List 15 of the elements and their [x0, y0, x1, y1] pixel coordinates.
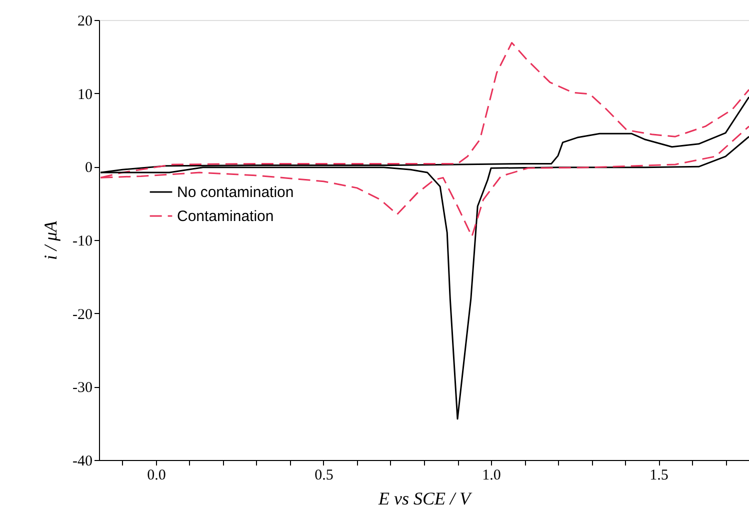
- legend-label: Contamination: [177, 208, 274, 225]
- x-tick-label: 1.5: [650, 468, 668, 484]
- y-tick-label: -40: [72, 454, 92, 470]
- y-tick-label: -30: [72, 380, 92, 396]
- x-tick-label: 0.5: [314, 468, 334, 484]
- x-tick-label: 0.0: [147, 468, 166, 484]
- y-axis-title: i / μA: [40, 220, 61, 260]
- y-tick-label: 10: [78, 86, 92, 103]
- x-tick-label: 1.0: [482, 468, 501, 484]
- y-tick-label: 0: [85, 160, 92, 176]
- y-tick-label: 20: [78, 14, 92, 30]
- y-tick-label: -10: [72, 234, 92, 250]
- y-tick-label: -20: [72, 306, 92, 323]
- x-axis-title: E vs SCE / V: [378, 488, 472, 508]
- legend-label: No contamination: [177, 184, 294, 201]
